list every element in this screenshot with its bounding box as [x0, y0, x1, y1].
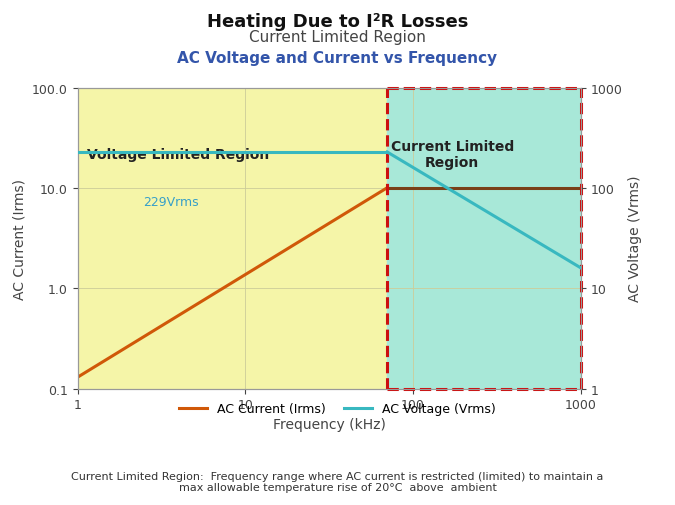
Text: Current Limited Region:  Frequency range where AC current is restricted (limited: Current Limited Region: Frequency range … [72, 471, 603, 492]
Text: Voltage Limited Region: Voltage Limited Region [87, 147, 269, 162]
Bar [387, 88, 580, 389]
Legend: AC Current (Irms), AC Voltage (Vrms): AC Current (Irms), AC Voltage (Vrms) [174, 397, 501, 421]
Text: 229Vrms: 229Vrms [143, 196, 198, 209]
Text: Current Limited Region: Current Limited Region [249, 30, 426, 45]
Y-axis label: AC Current (Irms): AC Current (Irms) [12, 178, 26, 299]
Text: Current Limited
Region: Current Limited Region [391, 139, 514, 170]
Text: Heating Due to I²R Losses: Heating Due to I²R Losses [207, 13, 468, 31]
Y-axis label: AC Voltage (Vrms): AC Voltage (Vrms) [628, 175, 642, 302]
X-axis label: Frequency (kHz): Frequency (kHz) [273, 417, 385, 431]
Text: AC Voltage and Current vs Frequency: AC Voltage and Current vs Frequency [178, 50, 497, 66]
